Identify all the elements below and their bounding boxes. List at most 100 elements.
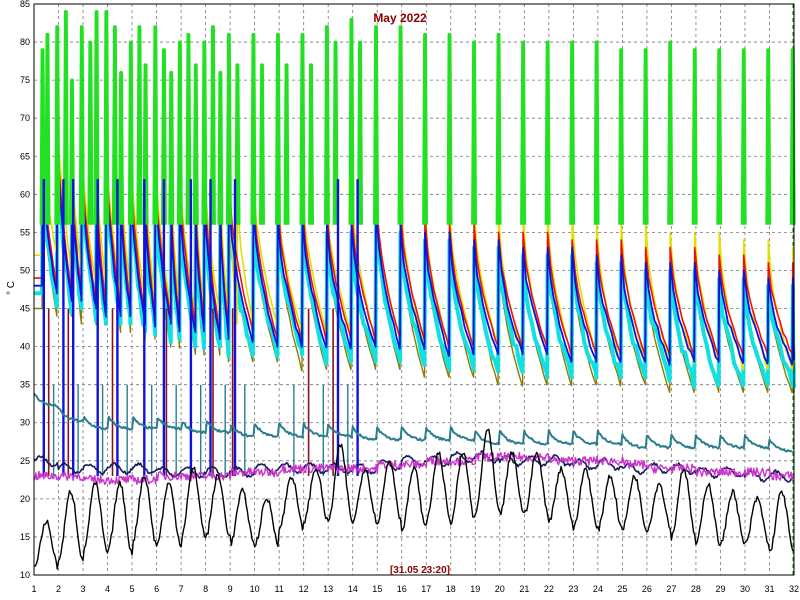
series-spike-green	[283, 63, 290, 225]
x-tick-label: 24	[593, 584, 603, 594]
x-tick-label: 18	[446, 584, 456, 594]
series-spike-green	[136, 25, 143, 225]
series-line-navy	[33, 450, 794, 483]
series-spike-green	[259, 63, 265, 225]
series-spike-green	[446, 33, 453, 225]
series-spike-green	[152, 25, 159, 225]
y-tick-label: 50	[20, 265, 30, 275]
x-tick-label: 13	[323, 584, 333, 594]
series-spike-green	[740, 48, 747, 225]
x-tick-label: 4	[105, 584, 110, 594]
series-spike-green	[168, 71, 175, 225]
series-spike-green	[210, 25, 216, 225]
x-tick-label: 1	[31, 584, 36, 594]
x-tick-label: 20	[495, 584, 505, 594]
x-axis-ticks: 1 2 3 4 5 6 7 8 9 10 11 12 13 14 15 16 17 18 19 20 21 22 23 24 2…	[31, 584, 799, 594]
y-tick-label: 45	[20, 304, 30, 314]
x-tick-label: 3	[81, 584, 86, 594]
y-tick-label: 55	[20, 227, 30, 237]
y-tick-label: 65	[20, 151, 30, 161]
series-spike-green	[234, 63, 241, 225]
series-spike-green	[667, 40, 674, 225]
series-layer	[33, 10, 796, 570]
series-spike-green	[87, 40, 94, 225]
x-tick-label: 9	[228, 584, 233, 594]
series-spike-green	[691, 48, 698, 225]
timestamp-label: [31.05 23:20]	[390, 565, 450, 576]
series-line-blue	[34, 132, 795, 366]
x-tick-label: 6	[154, 584, 159, 594]
series-spike-green	[217, 71, 224, 225]
series-spike-green	[544, 40, 551, 225]
series-spike-green	[716, 48, 723, 225]
series-spike-green	[308, 63, 314, 225]
y-tick-label: 20	[20, 494, 30, 504]
series-line-black	[33, 428, 794, 570]
y-tick-label: 85	[20, 0, 30, 9]
chart-title: May 2022	[373, 11, 427, 25]
x-tick-label: 22	[544, 584, 554, 594]
y-axis-label: ° C	[6, 281, 17, 295]
x-tick-label: 30	[740, 584, 750, 594]
plot-frame	[33, 3, 795, 576]
series-spike-green	[520, 40, 527, 225]
y-tick-label: 15	[20, 532, 30, 542]
series-spike-green	[593, 40, 600, 225]
series-spike-green	[275, 33, 281, 225]
series-spike-green	[185, 33, 192, 225]
series-spike-green	[93, 10, 100, 225]
x-tick-label: 23	[568, 584, 578, 594]
series-spike-green	[357, 40, 363, 225]
series-spike-green	[332, 40, 339, 225]
x-tick-label: 2	[56, 584, 61, 594]
y-axis-ticks: 10 15 20 25 30 35 40 45 50 55 60 65 70 75 80 85	[20, 0, 30, 580]
series-spike-green	[642, 48, 649, 225]
series-spike-green	[225, 33, 232, 225]
x-tick-label: 27	[666, 584, 676, 594]
x-tick-label: 31	[764, 584, 774, 594]
series-spike-green	[118, 71, 124, 225]
series-spike-green	[765, 48, 772, 225]
series-spike-green	[324, 25, 330, 225]
series-spike-green	[299, 33, 306, 225]
series-spike-green	[111, 25, 118, 225]
series-spike-green	[495, 33, 502, 225]
x-tick-label: 14	[348, 584, 358, 594]
y-tick-label: 30	[20, 418, 30, 428]
series-spike-green	[39, 48, 46, 225]
y-tick-label: 25	[20, 456, 30, 466]
series-spike-green	[44, 33, 51, 225]
series-spike-green	[161, 48, 167, 225]
series-spike-green	[201, 40, 208, 225]
x-tick-label: 28	[691, 584, 701, 594]
y-tick-label: 35	[20, 380, 30, 390]
series-spike-green	[78, 25, 85, 225]
x-tick-label: 29	[715, 584, 725, 594]
series-spike-green	[471, 40, 477, 225]
x-tick-label: 7	[179, 584, 184, 594]
series-spike-green	[127, 40, 134, 225]
x-tick-label: 12	[299, 584, 309, 594]
series-spike-green	[142, 63, 149, 225]
x-tick-label: 15	[372, 584, 382, 594]
series-spike-green	[618, 48, 625, 225]
x-tick-label: 11	[274, 584, 283, 594]
x-tick-label: 16	[397, 584, 407, 594]
x-tick-label: 25	[617, 584, 627, 594]
x-tick-label: 8	[203, 584, 208, 594]
x-tick-label: 5	[130, 584, 135, 594]
series-spike-green	[103, 10, 110, 225]
series-line-red	[34, 117, 795, 357]
x-tick-label: 26	[642, 584, 652, 594]
series-spike-green	[422, 33, 428, 225]
x-tick-label: 32	[789, 584, 799, 594]
series-spike-green	[397, 25, 404, 225]
y-tick-label: 80	[20, 37, 30, 47]
y-tick-label: 60	[20, 189, 30, 199]
y-tick-label: 70	[20, 113, 30, 123]
x-tick-label: 19	[470, 584, 480, 594]
series-spike-green	[373, 25, 379, 225]
y-tick-label: 10	[20, 570, 30, 580]
series-line-magenta	[33, 451, 795, 485]
